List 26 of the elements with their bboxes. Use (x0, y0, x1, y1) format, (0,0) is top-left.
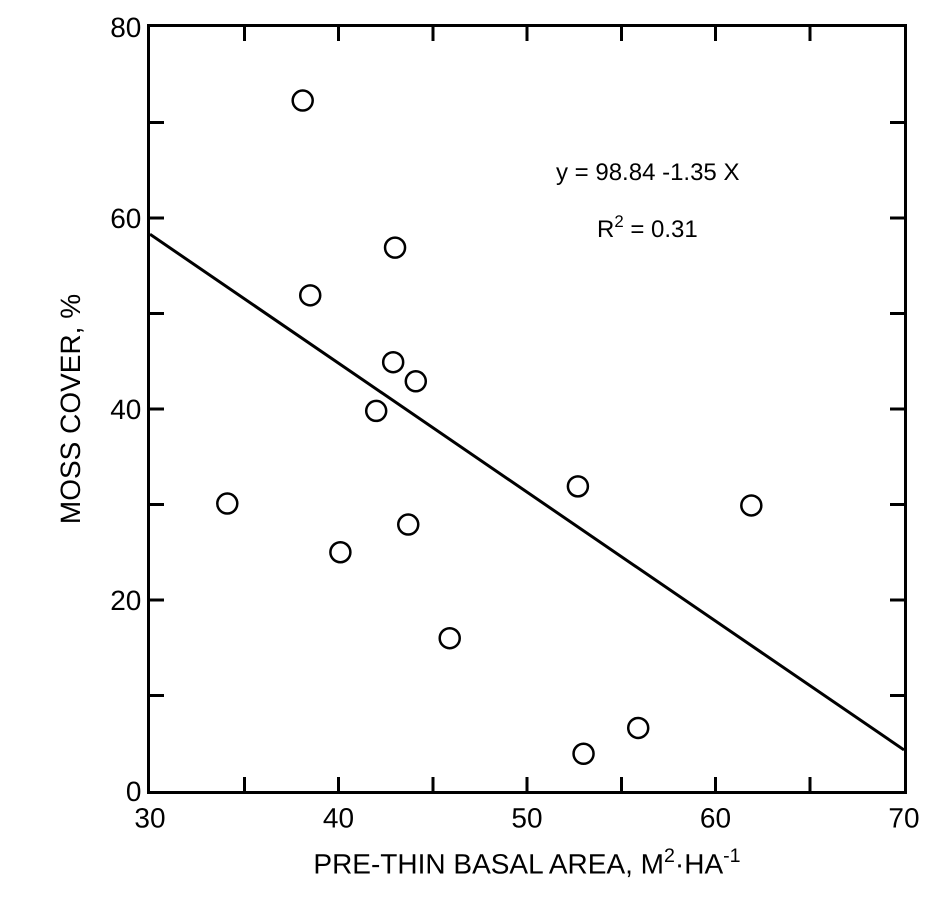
x-axis-title: PRE-THIN BASAL AREA, M$^{2}$·HA$^{-1}$ (313, 844, 741, 880)
point (438, 626, 461, 650)
point (291, 89, 314, 112)
point (404, 370, 428, 393)
annotation: R$^{2}$ = 0.31 (597, 212, 698, 244)
point (397, 513, 420, 536)
point (572, 742, 595, 765)
y-tick-label: 80 (110, 12, 142, 43)
point (626, 716, 650, 740)
x-tick-label: 70 (888, 802, 920, 834)
point (364, 400, 388, 422)
point (740, 494, 763, 517)
point (566, 475, 590, 498)
point (384, 236, 406, 259)
y-tick-label: 60 (110, 202, 142, 234)
y-tick-label: 20 (110, 584, 142, 616)
y-axis-title: MOSS COVER, % (54, 294, 86, 524)
x-tick-label: 50 (511, 802, 543, 834)
point (216, 492, 239, 515)
x-tick-label: 60 (700, 802, 732, 834)
y-tick-label: 40 (110, 394, 142, 425)
annotation: y = 98.84 -1.35 X (556, 159, 740, 186)
point (298, 284, 322, 307)
point (382, 350, 404, 374)
x-tick-label: 40 (322, 802, 354, 834)
point (329, 541, 352, 564)
